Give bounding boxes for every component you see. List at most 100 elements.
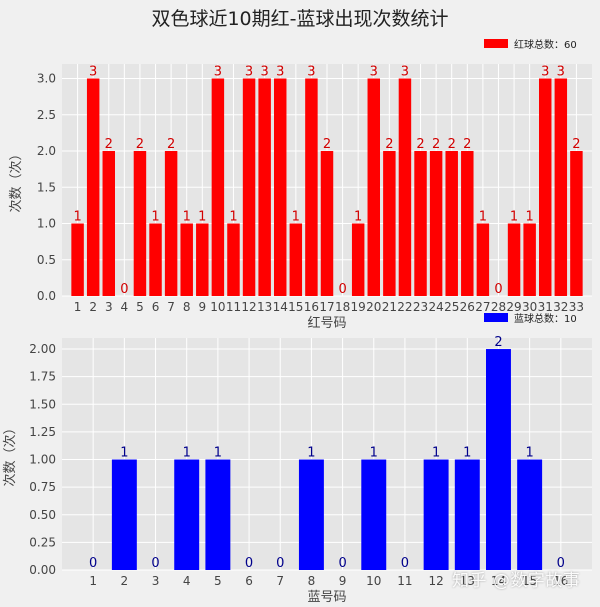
x-tick-label: 32 bbox=[553, 300, 568, 314]
y-tick-label: 1.75 bbox=[29, 370, 56, 384]
bar bbox=[454, 459, 480, 570]
x-tick-label: 25 bbox=[444, 300, 459, 314]
watermark: 知乎 @数字故事 bbox=[452, 571, 581, 591]
legend-swatch bbox=[484, 39, 508, 48]
bar bbox=[227, 223, 240, 296]
legend-label: 蓝球总数：10 bbox=[514, 312, 577, 325]
x-tick-label: 4 bbox=[183, 574, 191, 588]
bar bbox=[298, 459, 324, 570]
y-tick-label: 0.5 bbox=[37, 253, 56, 267]
plot-area bbox=[62, 338, 592, 570]
x-tick-label: 15 bbox=[288, 300, 303, 314]
data-label: 1 bbox=[183, 446, 191, 461]
y-tick-label: 2.0 bbox=[37, 144, 56, 158]
x-tick-label: 11 bbox=[226, 300, 241, 314]
data-label: 2 bbox=[448, 137, 456, 152]
y-tick-label: 1.00 bbox=[29, 453, 56, 467]
data-label: 0 bbox=[401, 556, 409, 571]
legend-swatch bbox=[484, 313, 508, 322]
x-tick-label: 10 bbox=[210, 300, 225, 314]
data-label: 0 bbox=[338, 556, 346, 571]
y-tick-label: 2.5 bbox=[37, 108, 56, 122]
data-label: 1 bbox=[73, 210, 81, 225]
data-label: 3 bbox=[307, 65, 315, 80]
bar bbox=[133, 151, 147, 296]
bar bbox=[570, 151, 583, 296]
y-tick-label: 3.0 bbox=[37, 72, 56, 86]
bar bbox=[71, 223, 84, 296]
x-tick-label: 8 bbox=[183, 300, 191, 314]
x-tick-label: 6 bbox=[152, 300, 160, 314]
x-tick-label: 12 bbox=[241, 300, 256, 314]
data-label: 2 bbox=[167, 137, 175, 152]
x-tick-label: 8 bbox=[308, 574, 316, 588]
x-tick-label: 9 bbox=[198, 300, 206, 314]
y-tick-label: 0.75 bbox=[29, 480, 56, 494]
bar bbox=[258, 78, 271, 296]
y-tick-label: 2.00 bbox=[29, 342, 56, 356]
data-label: 1 bbox=[307, 446, 315, 461]
bar bbox=[180, 223, 193, 296]
x-tick-label: 14 bbox=[491, 574, 506, 588]
x-tick-label: 5 bbox=[136, 300, 144, 314]
x-tick-label: 13 bbox=[460, 574, 475, 588]
data-label: 0 bbox=[557, 556, 565, 571]
data-label: 1 bbox=[292, 210, 300, 225]
data-label: 2 bbox=[323, 137, 331, 152]
bar bbox=[429, 151, 443, 296]
x-tick-label: 7 bbox=[167, 300, 175, 314]
bar bbox=[367, 78, 380, 296]
data-label: 1 bbox=[229, 210, 237, 225]
bar bbox=[196, 223, 209, 296]
data-label: 0 bbox=[151, 556, 159, 571]
data-label: 3 bbox=[245, 65, 253, 80]
bar bbox=[289, 223, 303, 296]
y-tick-label: 1.50 bbox=[29, 397, 56, 411]
x-tick-label: 5 bbox=[214, 574, 222, 588]
bar bbox=[361, 459, 387, 570]
bar bbox=[423, 459, 449, 570]
x-tick-label: 16 bbox=[304, 300, 319, 314]
x-tick-label: 19 bbox=[351, 300, 366, 314]
x-tick-label: 1 bbox=[74, 300, 82, 314]
x-tick-label: 20 bbox=[366, 300, 381, 314]
y-axis-label: 次数（次） bbox=[8, 147, 24, 212]
data-label: 2 bbox=[385, 137, 393, 152]
data-label: 3 bbox=[557, 65, 565, 80]
bar bbox=[414, 151, 427, 296]
data-label: 1 bbox=[120, 446, 128, 461]
data-label: 3 bbox=[370, 65, 378, 80]
bar bbox=[486, 349, 511, 570]
data-label: 0 bbox=[245, 556, 253, 571]
y-tick-label: 0.00 bbox=[29, 563, 56, 577]
x-tick-label: 15 bbox=[522, 574, 537, 588]
x-tick-label: 3 bbox=[105, 300, 113, 314]
data-label: 1 bbox=[526, 446, 534, 461]
data-label: 0 bbox=[338, 282, 346, 297]
x-tick-label: 29 bbox=[506, 300, 521, 314]
x-tick-label: 17 bbox=[319, 300, 334, 314]
bar bbox=[539, 78, 552, 296]
bar bbox=[461, 151, 474, 296]
data-label: 2 bbox=[494, 335, 502, 350]
data-label: 2 bbox=[463, 137, 471, 152]
chart-title: 双色球近10期红-蓝球出现次数统计 bbox=[151, 8, 448, 30]
data-label: 1 bbox=[526, 210, 534, 225]
data-label: 2 bbox=[572, 137, 580, 152]
y-tick-label: 0.50 bbox=[29, 508, 56, 522]
x-tick-label: 12 bbox=[428, 574, 443, 588]
data-label: 1 bbox=[370, 446, 378, 461]
data-label: 3 bbox=[261, 65, 269, 80]
data-label: 0 bbox=[276, 556, 284, 571]
bar bbox=[211, 78, 225, 296]
x-tick-label: 33 bbox=[569, 300, 584, 314]
x-tick-label: 9 bbox=[339, 574, 347, 588]
x-tick-label: 11 bbox=[397, 574, 412, 588]
x-tick-label: 1 bbox=[89, 574, 97, 588]
x-axis-label: 蓝号码 bbox=[307, 590, 346, 605]
bar bbox=[445, 151, 458, 296]
y-axis-label: 次数（次） bbox=[2, 421, 18, 486]
bar bbox=[320, 151, 334, 296]
bar bbox=[523, 223, 536, 296]
bar bbox=[398, 78, 412, 296]
